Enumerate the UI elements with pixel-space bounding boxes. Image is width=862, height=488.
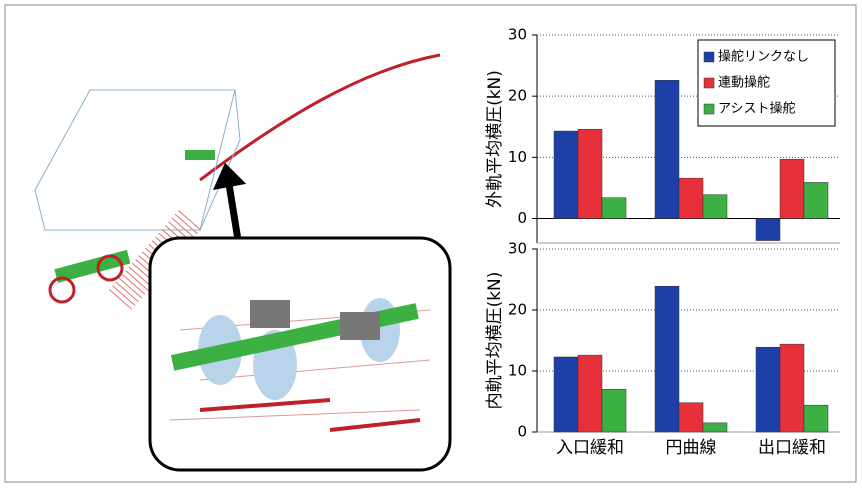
bar — [578, 129, 602, 218]
y-tick-label: 20 — [508, 87, 527, 105]
y-tick-label: 20 — [508, 301, 527, 319]
x-tick-label: 円曲線 — [666, 438, 717, 458]
air-spring — [340, 312, 380, 340]
bar — [679, 403, 703, 432]
bar — [554, 357, 578, 432]
figure: 0 10 20 30 外軌平均横圧(kN) 操舵リンクなし連動操舵アシスト操舵 0 10 20 3… — [0, 0, 862, 488]
legend-swatch — [704, 78, 714, 88]
y-tick-label: 0 — [517, 423, 527, 441]
legend-label: アシスト操舵 — [718, 101, 795, 117]
bar — [804, 405, 828, 432]
legend-label: 連動操舵 — [718, 75, 770, 91]
bar — [554, 131, 578, 218]
legend-swatch — [704, 104, 714, 114]
bar — [780, 344, 804, 432]
bar — [703, 195, 727, 219]
y-axis-title: 内軌平均横圧(kN) — [485, 272, 505, 410]
bogie — [185, 150, 215, 160]
legend-swatch — [704, 52, 714, 62]
y-tick-label: 30 — [508, 26, 527, 44]
air-spring — [250, 300, 290, 328]
bar — [756, 347, 780, 432]
y-tick-label: 30 — [508, 240, 527, 258]
y-axis-title: 外軌平均横圧(kN) — [485, 70, 505, 208]
bar — [655, 80, 679, 218]
x-tick-label: 出口緩和 — [758, 438, 826, 458]
legend-label: 操舵リンクなし — [718, 49, 809, 65]
bar — [679, 178, 703, 218]
y-tick-label: 10 — [508, 362, 527, 380]
bar — [780, 159, 804, 218]
y-tick-label: 10 — [508, 148, 527, 166]
bar — [655, 286, 679, 432]
y-tick-label: 0 — [517, 209, 527, 227]
page: 0 10 20 30 外軌平均横圧(kN) 操舵リンクなし連動操舵アシスト操舵 0 10 20 3… — [0, 0, 862, 488]
bar — [602, 198, 626, 219]
bar — [703, 423, 727, 432]
bar — [602, 389, 626, 432]
x-tick-label: 入口緩和 — [556, 438, 624, 458]
bar — [804, 182, 828, 218]
bar — [578, 355, 602, 432]
bar — [756, 219, 780, 241]
